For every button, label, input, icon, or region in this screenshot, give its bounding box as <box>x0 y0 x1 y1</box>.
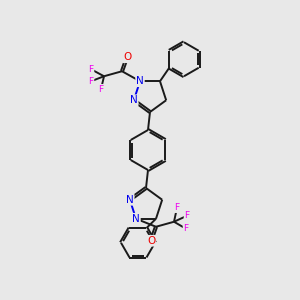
Text: N: N <box>130 95 138 105</box>
Text: F: F <box>184 211 190 220</box>
Text: F: F <box>88 77 94 86</box>
Text: F: F <box>98 85 104 94</box>
Text: F: F <box>183 224 189 233</box>
Text: N: N <box>136 76 144 86</box>
Text: F: F <box>174 203 180 212</box>
Text: N: N <box>132 214 140 224</box>
Text: O: O <box>147 236 155 246</box>
Text: F: F <box>88 65 94 74</box>
Text: N: N <box>126 195 134 205</box>
Text: O: O <box>123 52 131 62</box>
